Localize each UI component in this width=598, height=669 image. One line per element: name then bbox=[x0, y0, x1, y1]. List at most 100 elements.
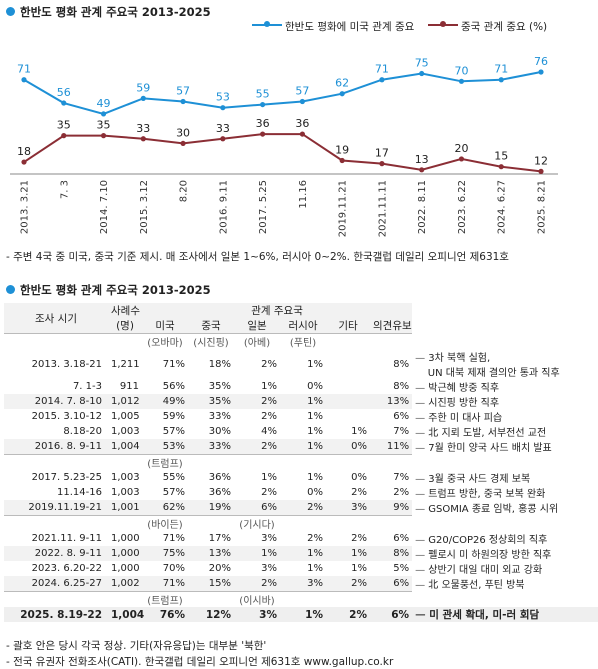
leader-name bbox=[280, 454, 326, 470]
event-text: 7월 한미 양국 사드 배치 발표 bbox=[428, 443, 552, 455]
event-text: 트럼프 방한, 중국 보복 완화 bbox=[428, 489, 546, 500]
leader-name bbox=[370, 454, 413, 470]
data-label: 33 bbox=[136, 122, 150, 135]
legend-us-label: 한반도 평화에 미국 관계 중요 bbox=[285, 21, 415, 33]
row-value: 71% bbox=[162, 358, 185, 370]
row-value: 57% bbox=[162, 426, 185, 437]
series-line-us bbox=[23, 70, 542, 115]
row-period: 2015. 3.10-12 bbox=[31, 411, 102, 422]
row-event: — 시진핑 방한 직후 bbox=[415, 398, 500, 409]
row-event: — 3월 중국 사드 경제 보복 bbox=[415, 474, 531, 485]
row-value: 3% bbox=[326, 500, 370, 516]
chart-footnote: - 주변 4국 중 미국, 중국 기준 제시. 매 조사에서 일본 1~6%, … bbox=[6, 251, 509, 263]
row-period: 2016. 8. 9-11 bbox=[4, 439, 108, 455]
row-value: 8% bbox=[393, 358, 410, 370]
row-value: 15% bbox=[188, 576, 234, 592]
row-value: 3% bbox=[280, 576, 326, 592]
header-col-other: 기타 bbox=[326, 318, 370, 334]
x-tick-label: 2015. 3.12 bbox=[139, 180, 150, 234]
row-sample: 1,005 bbox=[111, 411, 140, 422]
row-sample: 1,000 bbox=[111, 533, 140, 544]
data-label: 19 bbox=[335, 143, 349, 156]
header-period: 조사 시기 bbox=[4, 303, 108, 334]
data-point bbox=[21, 159, 27, 165]
row-value: 13% bbox=[370, 394, 413, 409]
row-value: 0% bbox=[326, 439, 370, 455]
row-value: 12% bbox=[188, 607, 234, 622]
data-label: 76 bbox=[534, 55, 548, 68]
data-label: 62 bbox=[335, 77, 349, 90]
row-value: 19% bbox=[188, 500, 234, 516]
row-value: 1% bbox=[351, 563, 367, 574]
row-event: — GSOMIA 종료 임박, 홍콩 시위 bbox=[415, 504, 559, 516]
row-value: 8% bbox=[393, 381, 410, 392]
header-col-japan: 일본 bbox=[234, 318, 280, 334]
row-value: 1% bbox=[280, 394, 326, 409]
leader-name bbox=[370, 515, 413, 531]
x-tick-label: 7. 3 bbox=[59, 180, 70, 199]
leader-name: (트럼프) bbox=[142, 454, 188, 470]
table-row: 2016. 8. 9-11 1,004 53% 33% 2% 1% 0% 11% — 7월 한미… bbox=[4, 439, 598, 455]
row-period: 2019.11.19-21 bbox=[4, 500, 108, 516]
row-value: 30% bbox=[208, 426, 231, 437]
table-row: 11.14-16 1,003 57% 36% 2% 0% 2% 2% — 트럼프 방한, 중국 … bbox=[4, 485, 598, 500]
row-value: 1% bbox=[307, 563, 323, 574]
table-header-row-1: 조사 시기 사례수 관계 주요국 bbox=[4, 303, 598, 334]
leader-name bbox=[188, 591, 234, 607]
row-value: 1% bbox=[351, 426, 367, 437]
x-tick-label: 11.16 bbox=[298, 180, 309, 209]
header-sample: 사례수 bbox=[108, 303, 142, 318]
data-label: 55 bbox=[256, 88, 270, 101]
row-value: 6% bbox=[234, 500, 280, 516]
row-value: 1% bbox=[326, 546, 370, 561]
row-value: 71% bbox=[162, 533, 185, 544]
event-text: 상반기 대일 대미 외교 강화 bbox=[428, 565, 543, 576]
event-text: 주한 미 대사 피습 bbox=[428, 413, 503, 424]
table-row: 2017. 5.23-25 1,003 55% 36% 1% 1% 0% 7% — 3월 중국 … bbox=[4, 470, 598, 485]
data-label: 59 bbox=[136, 81, 150, 94]
data-point bbox=[100, 133, 107, 139]
table-row: 2014. 7. 8-10 1,012 49% 35% 2% 1% 13% — 시진핑 방한 … bbox=[4, 394, 598, 409]
leader-name bbox=[188, 454, 234, 470]
data-point bbox=[379, 161, 385, 167]
legend-china-swatch bbox=[428, 21, 458, 27]
row-value: 1% bbox=[280, 439, 326, 455]
row-sample: 1,003 bbox=[111, 472, 140, 483]
row-value: 1% bbox=[280, 546, 326, 561]
data-point bbox=[538, 168, 544, 174]
row-value: 49% bbox=[142, 394, 188, 409]
leader-name: (트럼프) bbox=[142, 591, 188, 607]
row-value bbox=[326, 379, 370, 394]
data-point bbox=[498, 77, 504, 83]
row-value bbox=[326, 409, 370, 424]
leader-name bbox=[188, 515, 234, 531]
row-value: 1% bbox=[307, 472, 323, 483]
row-value: 2% bbox=[326, 607, 370, 622]
row-value: 62% bbox=[142, 500, 188, 516]
data-label: 57 bbox=[295, 84, 309, 97]
row-period: 2017. 5.23-25 bbox=[31, 472, 102, 483]
data-point bbox=[379, 77, 385, 83]
leader-name: (오바마) bbox=[142, 333, 188, 349]
row-value: 7% bbox=[393, 472, 410, 483]
data-point bbox=[220, 136, 226, 142]
row-value: 75% bbox=[142, 546, 188, 561]
x-tick-label: 2021.11.11 bbox=[377, 180, 388, 237]
event-text: 3월 중국 사드 경제 보복 bbox=[428, 474, 531, 485]
row-period: 2025. 8.19-22 bbox=[4, 607, 108, 622]
row-period: 2021.11. 9-11 bbox=[31, 533, 102, 544]
data-point bbox=[260, 101, 266, 108]
leader-name: (시진핑) bbox=[188, 333, 234, 349]
row-value: 5% bbox=[393, 563, 410, 574]
data-label: 57 bbox=[176, 84, 190, 97]
row-value: 0% bbox=[351, 472, 367, 483]
leader-name: (기시다) bbox=[234, 515, 280, 531]
data-point bbox=[538, 69, 544, 75]
row-period: 7. 1-3 bbox=[72, 381, 102, 392]
row-value: 1% bbox=[261, 472, 277, 483]
leader-name bbox=[234, 454, 280, 470]
leader-row: (오바마) (시진핑) (아베) (푸틴) bbox=[4, 333, 598, 349]
row-value: 33% bbox=[188, 439, 234, 455]
row-sample: 1,003 bbox=[111, 426, 140, 437]
row-value bbox=[326, 349, 370, 379]
